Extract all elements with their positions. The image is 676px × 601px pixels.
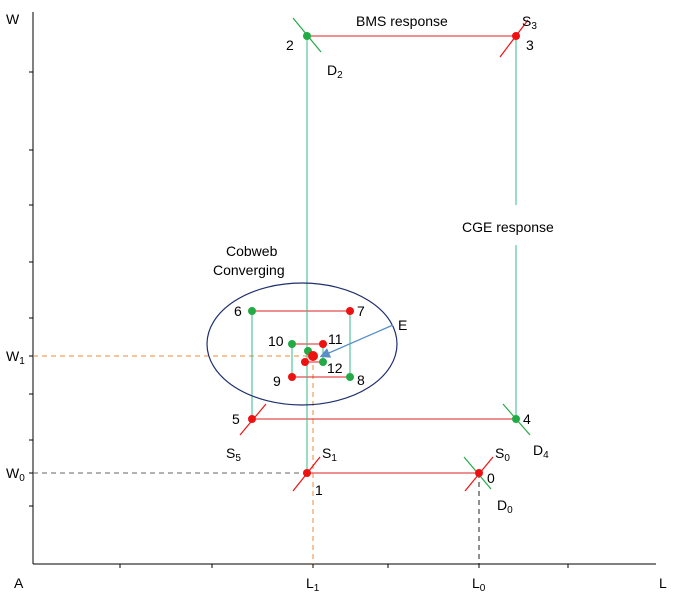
w1-label: W1: [6, 348, 25, 367]
point-1: [303, 469, 311, 477]
d2-label: D2: [327, 62, 343, 81]
point-inner-red-a: [301, 358, 309, 366]
point-label-12: 12: [327, 360, 343, 376]
point-label-6: 6: [234, 303, 242, 319]
point-0: [475, 469, 483, 477]
s0-label: S0: [495, 445, 510, 464]
point-5: [248, 415, 256, 423]
point-7: [346, 307, 354, 315]
points: [248, 32, 520, 477]
s3-label: S3: [522, 13, 537, 32]
point-9: [288, 373, 296, 381]
point-11: [319, 340, 327, 348]
point-label-2: 2: [286, 37, 294, 53]
point-label-0: 0: [487, 470, 495, 486]
w0-label: W0: [6, 465, 25, 484]
point-label-8: 8: [357, 372, 365, 388]
point-4: [512, 415, 520, 423]
s5-label: S5: [226, 445, 241, 464]
cobweb-label-line1: Cobweb: [226, 243, 278, 259]
point-label-9: 9: [273, 373, 281, 389]
point-equilibrium: [308, 351, 318, 361]
x-axis-ticks: [119, 564, 569, 568]
cobweb-ellipse: [206, 282, 398, 406]
point-label-10: 10: [268, 333, 284, 349]
point-2: [303, 32, 311, 40]
d0-label: D0: [497, 497, 513, 516]
point-12: [319, 358, 327, 366]
point-8: [346, 373, 354, 381]
l1-label: L1: [306, 575, 320, 594]
d4-label: D4: [533, 442, 549, 461]
point-3: [512, 32, 520, 40]
point-label-5: 5: [232, 411, 240, 427]
bms-response-label: BMS response: [356, 13, 448, 29]
x-axis-label: L: [659, 575, 667, 591]
curve-segments: [239, 17, 531, 492]
s1-label: S1: [322, 445, 337, 464]
y-axis-label: W: [6, 11, 20, 27]
point-label-1: 1: [315, 482, 323, 498]
equilibrium-label: E: [398, 317, 407, 333]
point-label-4: 4: [523, 411, 531, 427]
point-label-11: 11: [328, 331, 343, 347]
vertical-paths: [251, 36, 517, 473]
point-10: [288, 340, 296, 348]
origin-label: A: [14, 575, 24, 591]
point-label-7: 7: [357, 303, 365, 319]
point-6: [248, 307, 256, 315]
point-label-3: 3: [526, 37, 534, 53]
y-axis-ticks: [29, 71, 33, 507]
horizontal-paths: [252, 35, 516, 474]
cge-response-label: CGE response: [462, 219, 554, 235]
l0-label: L0: [472, 575, 486, 594]
equilibrium-arrow: [319, 324, 394, 358]
cobweb-label-line2: Converging: [213, 262, 285, 278]
